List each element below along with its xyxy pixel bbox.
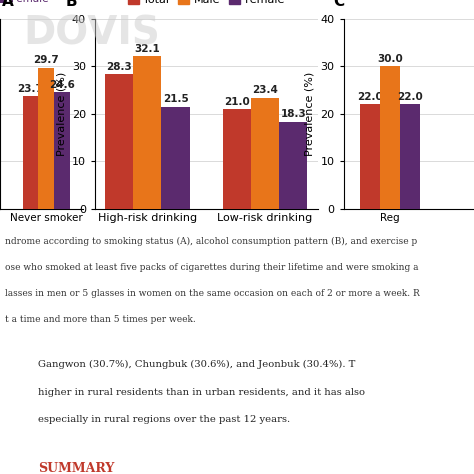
Text: B: B [66, 0, 77, 9]
Bar [400, 104, 420, 209]
Bar [23, 96, 38, 209]
Bar [162, 107, 190, 209]
Text: Gangwon (30.7%), Chungbuk (30.6%), and Jeonbuk (30.4%). T: Gangwon (30.7%), Chungbuk (30.6%), and J… [38, 360, 356, 369]
Text: t a time and more than 5 times per week.: t a time and more than 5 times per week. [5, 315, 195, 324]
Y-axis label: Prevalence (%): Prevalence (%) [56, 72, 66, 156]
Text: especially in rural regions over the past 12 years.: especially in rural regions over the pas… [38, 415, 290, 424]
Bar [223, 109, 251, 209]
Text: 21.5: 21.5 [163, 94, 189, 104]
Bar [55, 92, 70, 209]
Bar [279, 122, 308, 209]
Text: ndrome according to smoking status (A), alcohol consumption pattern (B), and exe: ndrome according to smoking status (A), … [5, 237, 417, 246]
Text: DOVIS: DOVIS [24, 14, 161, 52]
Text: 18.3: 18.3 [281, 109, 306, 119]
Legend: Total, Male, Female: Total, Male, Female [123, 0, 289, 10]
Bar [360, 104, 380, 209]
Bar [380, 66, 400, 209]
Text: 30.0: 30.0 [377, 54, 403, 64]
Text: 23.4: 23.4 [252, 85, 278, 95]
Text: ■ Female: ■ Female [0, 0, 49, 4]
Text: 24.6: 24.6 [49, 80, 75, 90]
Text: A: A [1, 0, 13, 9]
Text: 29.7: 29.7 [34, 55, 59, 65]
Text: SUMMARY: SUMMARY [38, 462, 114, 474]
Bar [38, 68, 55, 209]
Bar [133, 56, 162, 209]
Y-axis label: Prevalence (%): Prevalence (%) [305, 72, 315, 156]
Text: ose who smoked at least five packs of cigarettes during their lifetime and were : ose who smoked at least five packs of ci… [5, 263, 418, 272]
Text: 21.0: 21.0 [224, 97, 250, 107]
Text: 22.0: 22.0 [397, 92, 423, 102]
Text: C: C [333, 0, 344, 9]
Text: 22.0: 22.0 [357, 92, 383, 102]
Text: lasses in men or 5 glasses in women on the same occasion on each of 2 or more a : lasses in men or 5 glasses in women on t… [5, 289, 419, 298]
Bar [251, 98, 279, 209]
Text: 23.7: 23.7 [18, 84, 44, 94]
Text: higher in rural residents than in urban residents, and it has also: higher in rural residents than in urban … [38, 388, 365, 397]
Text: 32.1: 32.1 [135, 44, 160, 54]
Bar [105, 74, 133, 209]
Text: 28.3: 28.3 [106, 62, 132, 72]
